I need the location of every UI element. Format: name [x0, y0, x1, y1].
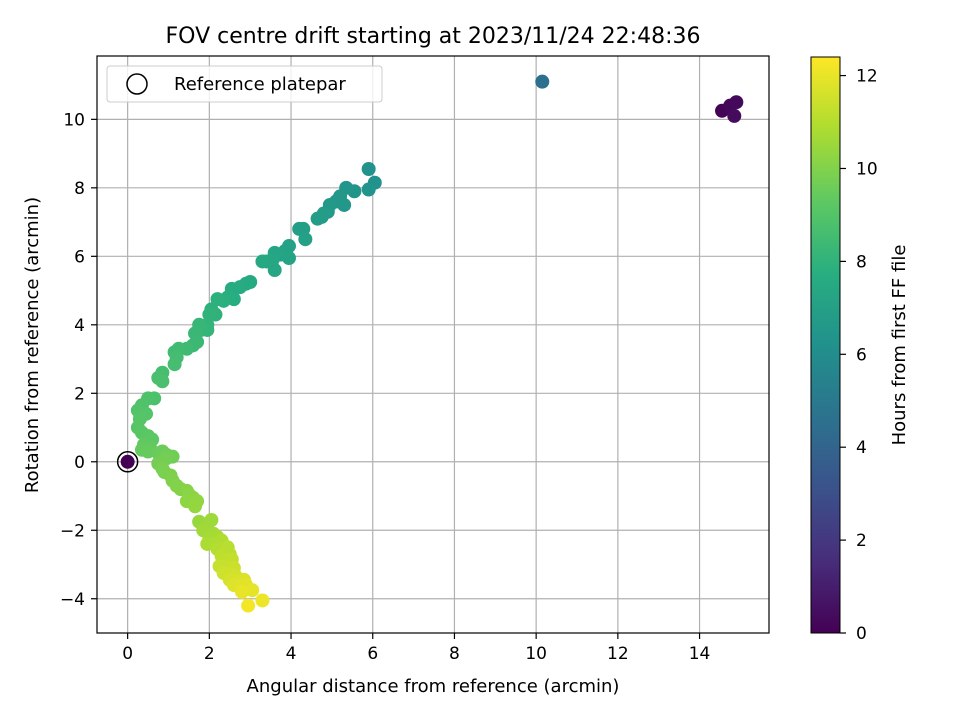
colorbar-tick-label: 12: [856, 67, 878, 87]
reference-point-fill: [120, 454, 135, 469]
x-tick-label: 0: [122, 644, 133, 664]
data-point: [292, 221, 307, 236]
data-point: [298, 232, 313, 247]
colorbar-label: Hours from first FF file: [889, 245, 910, 446]
colorbar-tick-label: 0: [856, 624, 867, 644]
data-point: [310, 211, 325, 226]
y-tick-label: 4: [74, 316, 85, 336]
y-tick-label: 8: [74, 179, 85, 199]
y-tick-label: 10: [63, 110, 85, 130]
y-tick-label: 6: [74, 247, 85, 267]
data-points: [130, 74, 744, 613]
x-axis-label: Angular distance from reference (arcmin): [247, 676, 620, 697]
colorbar-ticks: 0 2 4 6 8 10 12: [840, 67, 878, 644]
legend-box: [106, 65, 383, 103]
data-point: [727, 108, 742, 123]
data-point: [255, 593, 270, 608]
y-axis-ticks: −4 −2 0 2 4 6 8 10: [60, 110, 97, 610]
colorbar-tick-label: 10: [856, 159, 878, 179]
colorbar-tick-label: 6: [856, 345, 867, 365]
data-point: [167, 357, 182, 372]
plot-frame: [96, 55, 770, 634]
legend: Reference platepar: [106, 65, 383, 103]
x-tick-label: 8: [449, 644, 460, 664]
data-point: [535, 74, 550, 89]
x-tick-label: 12: [607, 644, 629, 664]
colorbar-tick-label: 8: [856, 252, 867, 272]
data-point: [361, 182, 376, 197]
data-point: [155, 374, 170, 389]
x-tick-label: 14: [689, 644, 711, 664]
data-point: [235, 584, 250, 599]
reference-marker-group: [116, 451, 139, 473]
colorbar-tick-label: 2: [856, 531, 867, 551]
x-tick-label: 2: [204, 644, 215, 664]
data-point: [729, 95, 744, 110]
x-tick-label: 4: [286, 644, 297, 664]
colorbar: [810, 56, 841, 634]
y-tick-label: −2: [60, 521, 85, 541]
data-point: [241, 598, 256, 613]
chart-title: FOV centre drift starting at 2023/11/24 …: [166, 24, 701, 49]
x-tick-label: 10: [525, 644, 547, 664]
y-tick-label: 2: [74, 384, 85, 404]
y-tick-label: −4: [60, 590, 85, 610]
reference-point-ring: [116, 451, 139, 473]
data-point: [204, 512, 219, 527]
legend-label: Reference platepar: [174, 74, 346, 95]
data-point: [188, 499, 203, 514]
legend-marker-icon: [126, 73, 148, 95]
data-point: [255, 254, 270, 269]
y-tick-label: 0: [74, 453, 85, 473]
data-point: [210, 292, 225, 307]
x-tick-label: 6: [367, 644, 378, 664]
grid-lines: [97, 56, 769, 633]
colorbar-tick-label: 4: [856, 438, 867, 458]
data-point: [361, 162, 376, 177]
y-axis-label: Rotation from reference (arcmin): [22, 197, 43, 493]
x-axis-ticks: 0 2 4 6 8 10 12 14: [122, 633, 710, 664]
